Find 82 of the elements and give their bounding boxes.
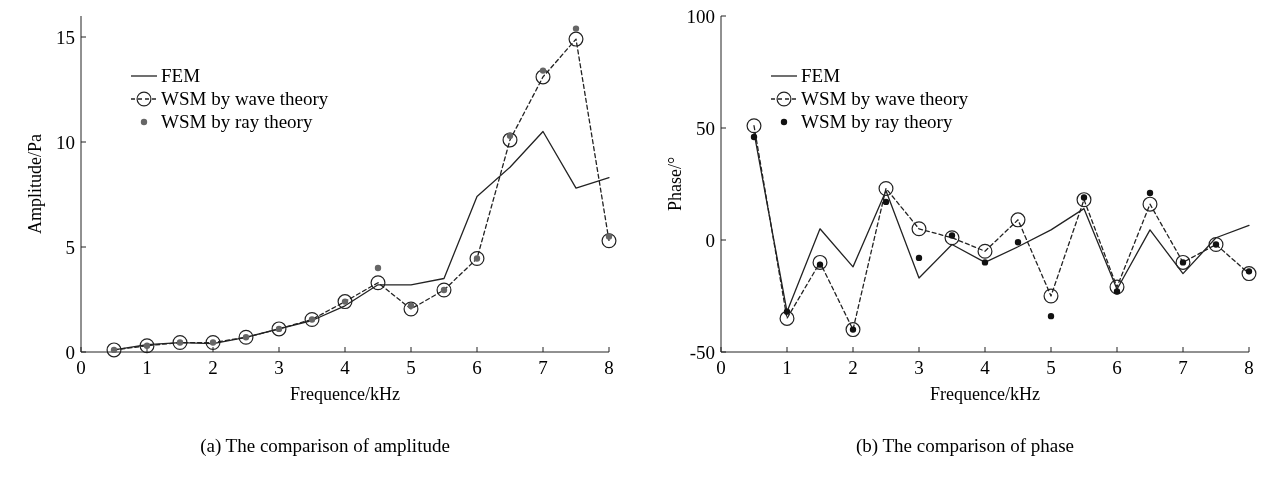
point — [1241, 266, 1257, 282]
point — [238, 329, 254, 345]
point — [568, 31, 584, 47]
x-tick-label: 8 — [1244, 357, 1254, 378]
x-tick-label: 6 — [472, 357, 482, 378]
point — [370, 275, 386, 291]
point — [205, 335, 221, 351]
y-tick-label: 5 — [65, 237, 75, 258]
x-tick-label: 8 — [604, 357, 614, 378]
point — [172, 335, 188, 351]
text: (b) The comparison of phase — [855, 435, 1075, 457]
point — [271, 321, 287, 337]
x-tick-label: 4 — [980, 357, 991, 378]
point — [882, 198, 890, 206]
point — [911, 221, 927, 237]
point — [139, 338, 155, 354]
point — [1043, 288, 1059, 304]
legend-label: WSM by ray theory — [801, 111, 953, 132]
point — [106, 342, 122, 358]
y-tick-label: 10 — [56, 132, 75, 153]
x-tick-label: 1 — [782, 357, 792, 378]
x-axis-title: Frequence/kHz — [290, 384, 400, 404]
point — [977, 243, 993, 259]
point — [1076, 192, 1092, 208]
point — [812, 254, 828, 270]
point — [944, 230, 960, 246]
x-tick-label: 7 — [538, 357, 548, 378]
x-tick-label: 3 — [274, 357, 284, 378]
x-tick-label: 2 — [208, 357, 218, 378]
y-tick-label: 0 — [705, 230, 715, 251]
point — [535, 69, 551, 85]
legend-label: FEM — [161, 65, 201, 86]
point — [304, 311, 320, 327]
point — [337, 294, 353, 310]
x-axis-title: Frequence/kHz — [930, 384, 1040, 404]
point — [403, 301, 419, 317]
point — [601, 233, 617, 249]
point — [779, 310, 795, 326]
point — [506, 132, 514, 139]
x-tick-label: 5 — [406, 357, 416, 378]
x-tick-label: 5 — [1046, 357, 1056, 378]
legend-label: FEM — [801, 65, 841, 86]
point — [572, 25, 580, 32]
x-tick-label: 2 — [848, 357, 858, 378]
y-axis-title: Amplitude/Pa — [25, 134, 45, 234]
point — [605, 233, 613, 240]
point — [783, 308, 791, 315]
point — [374, 264, 382, 272]
y-tick-label: 0 — [65, 342, 75, 363]
point — [750, 133, 758, 141]
y-tick-label: 100 — [686, 6, 715, 27]
point — [1208, 236, 1224, 252]
point — [746, 118, 762, 134]
point — [1175, 254, 1191, 270]
point — [539, 67, 547, 74]
x-tick-label: 4 — [340, 357, 351, 378]
point — [1014, 239, 1022, 246]
text: (a) The comparison of amplitude — [200, 435, 450, 457]
point — [1142, 196, 1158, 212]
point — [981, 259, 989, 266]
point — [469, 251, 485, 267]
point — [436, 282, 452, 298]
point — [1109, 279, 1125, 295]
point — [1113, 288, 1121, 295]
y-tick-label: 50 — [696, 118, 715, 139]
point — [845, 322, 861, 338]
y-axis-title: Phase/° — [665, 156, 685, 212]
x-tick-label: 7 — [1178, 357, 1188, 378]
legend-label: WSM by ray theory — [161, 111, 313, 132]
point — [1047, 312, 1055, 320]
legend-label: WSM by wave theory — [801, 88, 969, 109]
y-tick-label: 15 — [56, 27, 75, 48]
legend-label: WSM by wave theory — [161, 88, 329, 109]
x-tick-label: 1 — [142, 357, 152, 378]
y-tick-label: -50 — [689, 342, 715, 363]
point — [915, 254, 923, 262]
point — [1146, 189, 1154, 197]
point — [1010, 212, 1026, 228]
x-tick-label: 6 — [1112, 357, 1122, 378]
x-tick-label: 3 — [914, 357, 924, 378]
point — [502, 132, 518, 148]
point — [878, 180, 894, 196]
